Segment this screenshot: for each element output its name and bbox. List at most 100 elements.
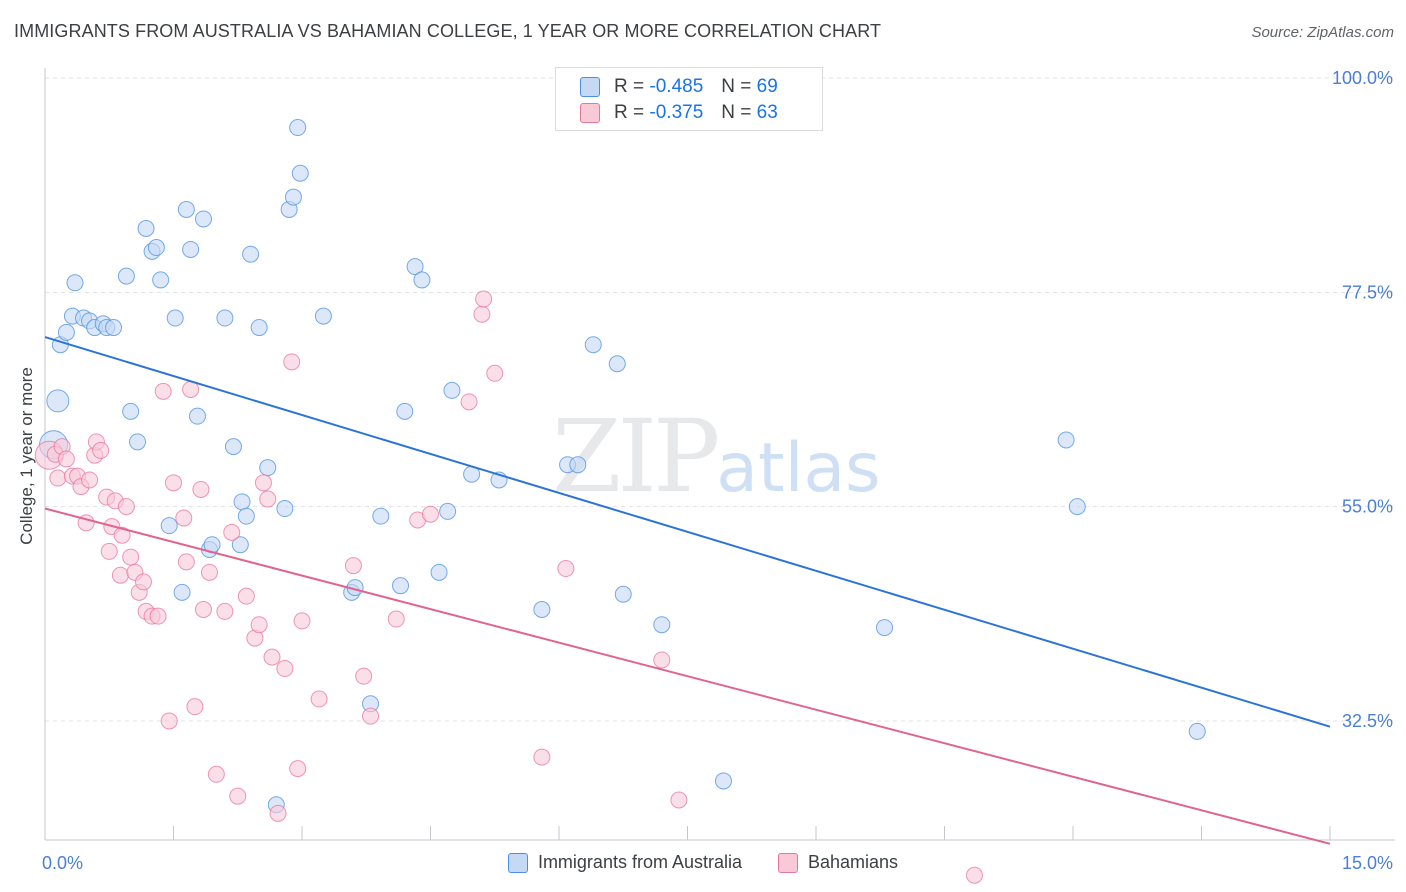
y-axis-label: College, 1 year or more xyxy=(17,367,36,545)
point-bahamians xyxy=(186,698,204,716)
legend-row-australia: R = -0.485 N = 69 xyxy=(580,75,778,99)
legend-item-bahamians[interactable]: Bahamians xyxy=(778,852,898,873)
point-bahamians xyxy=(473,305,491,323)
point-australia xyxy=(259,459,277,477)
point-australia xyxy=(439,502,457,520)
point-bahamians xyxy=(387,610,405,628)
point-australia xyxy=(413,271,431,289)
point-bahamians xyxy=(200,563,218,581)
point-australia xyxy=(105,319,123,337)
point-australia xyxy=(533,600,551,618)
point-australia xyxy=(250,319,268,337)
legend-r-value-australia: -0.485 xyxy=(649,76,704,97)
point-bahamians xyxy=(111,566,129,584)
point-bahamians xyxy=(223,523,241,541)
point-australia xyxy=(231,536,249,554)
point-australia xyxy=(242,245,260,263)
point-australia xyxy=(291,164,309,182)
point-australia xyxy=(117,267,135,285)
legend-row-bahamians: R = -0.375 N = 63 xyxy=(580,101,778,125)
point-australia xyxy=(1188,722,1206,740)
point-bahamians xyxy=(283,353,301,371)
point-bahamians xyxy=(422,505,439,523)
point-bahamians xyxy=(310,690,328,708)
point-australia xyxy=(392,577,410,595)
trend-line-bahamians xyxy=(44,507,1331,845)
point-bahamians xyxy=(460,393,478,411)
point-bahamians xyxy=(965,866,983,884)
point-bahamians xyxy=(533,748,551,766)
point-australia xyxy=(137,219,155,237)
legend-r-label: R = xyxy=(614,102,645,123)
point-australia xyxy=(182,240,200,258)
point-australia xyxy=(188,407,206,425)
point-australia xyxy=(396,402,414,420)
watermark-atlas: atlas xyxy=(716,429,881,508)
point-bahamians xyxy=(192,480,210,498)
point-bahamians xyxy=(122,548,140,566)
legend-swatch-bahamians xyxy=(778,852,798,873)
point-australia xyxy=(569,456,587,474)
legend-n-value-bahamians: 63 xyxy=(756,102,778,123)
point-australia xyxy=(177,200,195,218)
point-bahamians xyxy=(475,290,493,308)
point-bahamians xyxy=(269,804,287,822)
point-bahamians xyxy=(81,471,99,489)
point-australia xyxy=(147,239,165,257)
point-australia xyxy=(233,493,251,511)
tick-labels: 32.5% 55.0% 77.5% 100.0% 0.0% 15.0% xyxy=(42,68,1393,873)
legend-swatch-bahamians xyxy=(580,103,600,123)
point-australia xyxy=(216,309,234,327)
point-bahamians xyxy=(92,441,110,459)
point-australia xyxy=(714,772,732,790)
point-bahamians xyxy=(207,765,225,783)
point-australia xyxy=(46,389,70,413)
axes xyxy=(44,68,1395,841)
point-bahamians xyxy=(117,498,135,516)
chart-title: IMMIGRANTS FROM AUSTRALIA VS BAHAMIAN CO… xyxy=(14,21,882,41)
trend-line-australia xyxy=(44,336,1331,728)
point-australia xyxy=(876,619,894,637)
legend-item-australia[interactable]: Immigrants from Australia xyxy=(507,852,742,873)
point-bahamians xyxy=(175,509,193,527)
point-bahamians xyxy=(254,474,272,492)
point-australia xyxy=(430,563,448,581)
point-bahamians xyxy=(149,607,167,625)
point-australia xyxy=(653,616,671,634)
point-australia xyxy=(152,271,170,289)
point-bahamians xyxy=(293,612,311,630)
legend-n-label: N = xyxy=(721,76,752,97)
watermark: ZIPatlas xyxy=(552,398,881,515)
trend-lines xyxy=(44,336,1331,845)
point-australia xyxy=(173,583,191,601)
point-bahamians xyxy=(289,760,307,778)
point-australia xyxy=(443,381,461,399)
point-australia xyxy=(608,355,626,373)
point-australia xyxy=(284,188,302,206)
legend-n-value-australia: 69 xyxy=(756,76,778,97)
point-australia xyxy=(194,210,212,228)
series-legend: Immigrants from Australia Bahamians xyxy=(0,852,1406,873)
point-bahamians xyxy=(670,791,688,809)
legend-n-label: N = xyxy=(721,102,752,123)
point-australia xyxy=(224,438,242,456)
y-tick-label: 32.5% xyxy=(1342,711,1393,731)
point-bahamians xyxy=(194,600,212,618)
point-bahamians xyxy=(49,469,67,487)
point-australia xyxy=(372,507,390,525)
point-bahamians xyxy=(177,553,195,571)
source-label: Source: ZipAtlas.com xyxy=(1251,24,1394,41)
watermark-zip: ZIP xyxy=(552,398,720,515)
point-bahamians xyxy=(250,616,268,634)
point-bahamians xyxy=(486,364,504,382)
point-bahamians xyxy=(237,587,255,605)
point-bahamians xyxy=(653,651,671,669)
point-bahamians xyxy=(344,557,362,575)
correlation-legend: R = -0.485 N = 69 R = -0.375 N = 63 xyxy=(555,67,823,131)
point-bahamians xyxy=(216,602,234,620)
point-australia xyxy=(406,258,424,276)
point-bahamians xyxy=(276,660,294,678)
data-points xyxy=(34,119,1206,884)
point-bahamians xyxy=(100,542,118,560)
